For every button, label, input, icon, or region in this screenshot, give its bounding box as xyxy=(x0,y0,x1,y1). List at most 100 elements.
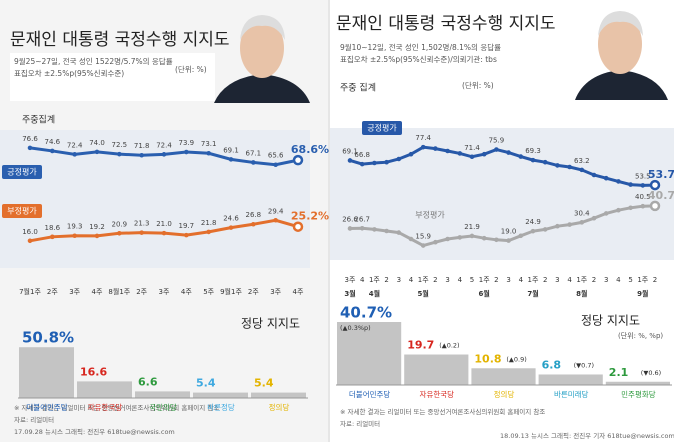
x-tick-label: 2 xyxy=(592,276,596,284)
point xyxy=(469,154,475,160)
data-label: 40.7% xyxy=(648,189,674,202)
point xyxy=(251,160,256,165)
category-label: 국민의당 xyxy=(149,402,177,412)
bar xyxy=(19,347,74,398)
point xyxy=(591,215,597,221)
legend-label: 부정평가 xyxy=(415,210,445,220)
point xyxy=(27,238,33,244)
x-tick-label: 1주 xyxy=(576,276,587,284)
point xyxy=(433,146,438,151)
change-label: (▲0.3%p) xyxy=(340,324,371,332)
point xyxy=(640,203,646,209)
point xyxy=(359,161,365,167)
footer: ※ 자세한 결과는 리얼미터 또는 중앙선거여론조사심의위원회 홈페이지 참조 xyxy=(14,403,219,412)
x-group-label: 6월 xyxy=(479,289,490,298)
point xyxy=(206,150,211,156)
data-label: 26.7 xyxy=(354,215,370,223)
data-label: 21.8 xyxy=(201,219,217,227)
period: 주중집계 xyxy=(22,114,55,126)
x-tick-label: 4 xyxy=(616,276,621,284)
data-label: 71.4 xyxy=(464,144,480,152)
x-tick-label: 7월1주 xyxy=(19,287,41,296)
data-label: 16.6 xyxy=(80,365,107,378)
point xyxy=(591,172,597,178)
data-label: 6.6 xyxy=(138,375,158,388)
data-label: 72.4 xyxy=(67,141,83,149)
point xyxy=(555,163,560,168)
point xyxy=(616,179,621,184)
x-tick-label: 3주 xyxy=(345,276,356,284)
point xyxy=(542,227,548,232)
x-tick-label: 1주 xyxy=(418,276,429,284)
point xyxy=(273,217,278,223)
x-tick-label: 8월1주 xyxy=(108,287,130,296)
bar xyxy=(337,322,402,385)
unit: (단위: %) xyxy=(175,64,207,74)
x-tick-label: 4 xyxy=(458,276,463,284)
change-label: (▼0.7) xyxy=(574,361,594,369)
point xyxy=(469,233,475,239)
data-label: 30.4 xyxy=(574,209,590,217)
point xyxy=(72,233,77,239)
data-label: 15.9 xyxy=(415,233,431,241)
point xyxy=(567,164,572,170)
point xyxy=(555,223,560,229)
x-tick-label: 3 xyxy=(397,276,401,284)
data-label: 19.7 xyxy=(407,339,434,352)
data-label: 19.0 xyxy=(501,228,517,236)
data-label: 66.8 xyxy=(354,151,370,159)
data-label: 24.9 xyxy=(525,218,541,226)
x-group-label: 7월 xyxy=(527,289,538,298)
x-tick-label: 3 xyxy=(445,276,449,284)
portrait xyxy=(575,11,668,100)
x-tick-label: 3 xyxy=(506,276,510,284)
point xyxy=(494,147,499,152)
change-label: (▼0.6) xyxy=(641,369,661,377)
point xyxy=(616,207,621,213)
point xyxy=(27,145,33,151)
data-label: 29.4 xyxy=(268,207,284,215)
category-label: 더불어민주당 xyxy=(26,402,67,412)
data-label: 26.8 xyxy=(246,211,262,219)
category-label: 바른미래당 xyxy=(554,389,589,399)
category-label: 민주평화당 xyxy=(621,389,656,399)
x-tick-label: 4 xyxy=(519,276,524,284)
point xyxy=(228,157,234,162)
point xyxy=(506,150,511,155)
point xyxy=(347,158,353,163)
point xyxy=(628,182,633,187)
point xyxy=(347,226,353,231)
x-tick-label: 1주 xyxy=(528,276,539,284)
data-label: 5.4 xyxy=(254,377,274,390)
point xyxy=(457,235,463,240)
legend-box xyxy=(362,121,402,135)
x-tick-label: 4주 xyxy=(181,288,192,296)
point xyxy=(161,152,167,157)
point xyxy=(457,151,463,156)
chart-title: 정당 지지도 xyxy=(241,317,300,331)
chart-title: 정당 지지도 xyxy=(581,314,640,328)
footer: 17.09.28 뉴시스 그래픽: 전진우 618tue@newsis.com xyxy=(14,427,175,436)
title: 문재인 대통령 국정수행 지지도 xyxy=(10,30,230,50)
x-group-label: 5월 xyxy=(418,289,429,298)
footer: ※ 자세한 결과는 리얼미터 또는 중앙선거여론조사심의위원회 홈페이지 참조 xyxy=(340,407,545,416)
point xyxy=(292,154,304,166)
data-label: 73.1 xyxy=(201,140,217,148)
subtitle: 표집오차 ±2.5%p(95%신뢰수준) xyxy=(14,68,124,78)
point xyxy=(433,239,438,245)
bar xyxy=(193,392,248,398)
footer: 자료: 리얼미터 xyxy=(14,415,54,424)
point xyxy=(50,148,55,154)
data-label: 40.5 xyxy=(635,193,651,201)
point xyxy=(567,222,572,227)
x-group-label: 9월 xyxy=(637,289,648,298)
point xyxy=(420,144,426,150)
point xyxy=(530,228,536,234)
legend-label: 부정평가 xyxy=(7,206,37,216)
point xyxy=(50,234,55,240)
x-tick-label: 2주 xyxy=(136,288,147,296)
x-tick-label: 1주 xyxy=(637,276,648,284)
point xyxy=(640,183,646,188)
data-label: 69.1 xyxy=(223,146,239,154)
